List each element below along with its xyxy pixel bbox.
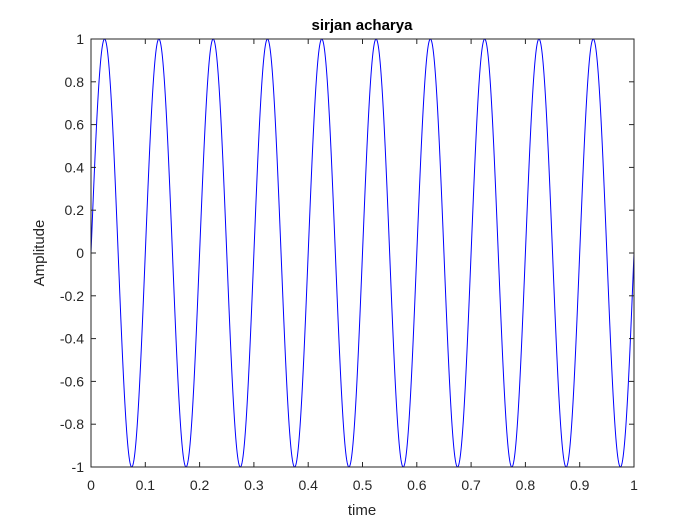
x-tick-label: 0.2 [190,477,210,493]
y-tick-label: 0.2 [65,202,85,218]
x-tick-label: 0.5 [353,477,373,493]
y-axis-title: Amplitude [31,220,48,287]
y-tick-label: -0.8 [60,416,84,432]
x-tick-label: 0.1 [136,477,156,493]
x-tick-label: 0 [87,477,95,493]
y-tick-label: 0.4 [65,159,85,175]
x-tick-label: 0.8 [516,477,536,493]
x-tick-label: 0.7 [461,477,481,493]
y-tick-label: -0.2 [60,288,84,304]
ticks-layer: 0 0.1 0.2 0.3 0.4 0.5 0.6 0.7 0.8 0.9 1 -1 -0.8 -0.6 -… [60,31,638,493]
y-tick-label: 1 [76,31,84,47]
x-tick-label: 0.4 [298,477,318,493]
y-tick-label: -1 [72,459,85,475]
y-tick-label: 0 [76,245,84,261]
x-tick-label: 0.9 [570,477,590,493]
x-tick-label: 1 [630,477,638,493]
series-layer [90,38,635,468]
y-tick-label: 0.6 [65,117,85,133]
y-tick-label: 0.8 [65,74,85,90]
sine-series-line [90,38,635,468]
y-tick-label: -0.4 [60,331,84,347]
chart-title: sirjan acharya [312,17,414,34]
x-tick-label: 0.6 [407,477,427,493]
x-tick-label: 0.3 [244,477,264,493]
y-tick-label: -0.6 [60,373,84,389]
x-axis-title: time [348,502,376,519]
